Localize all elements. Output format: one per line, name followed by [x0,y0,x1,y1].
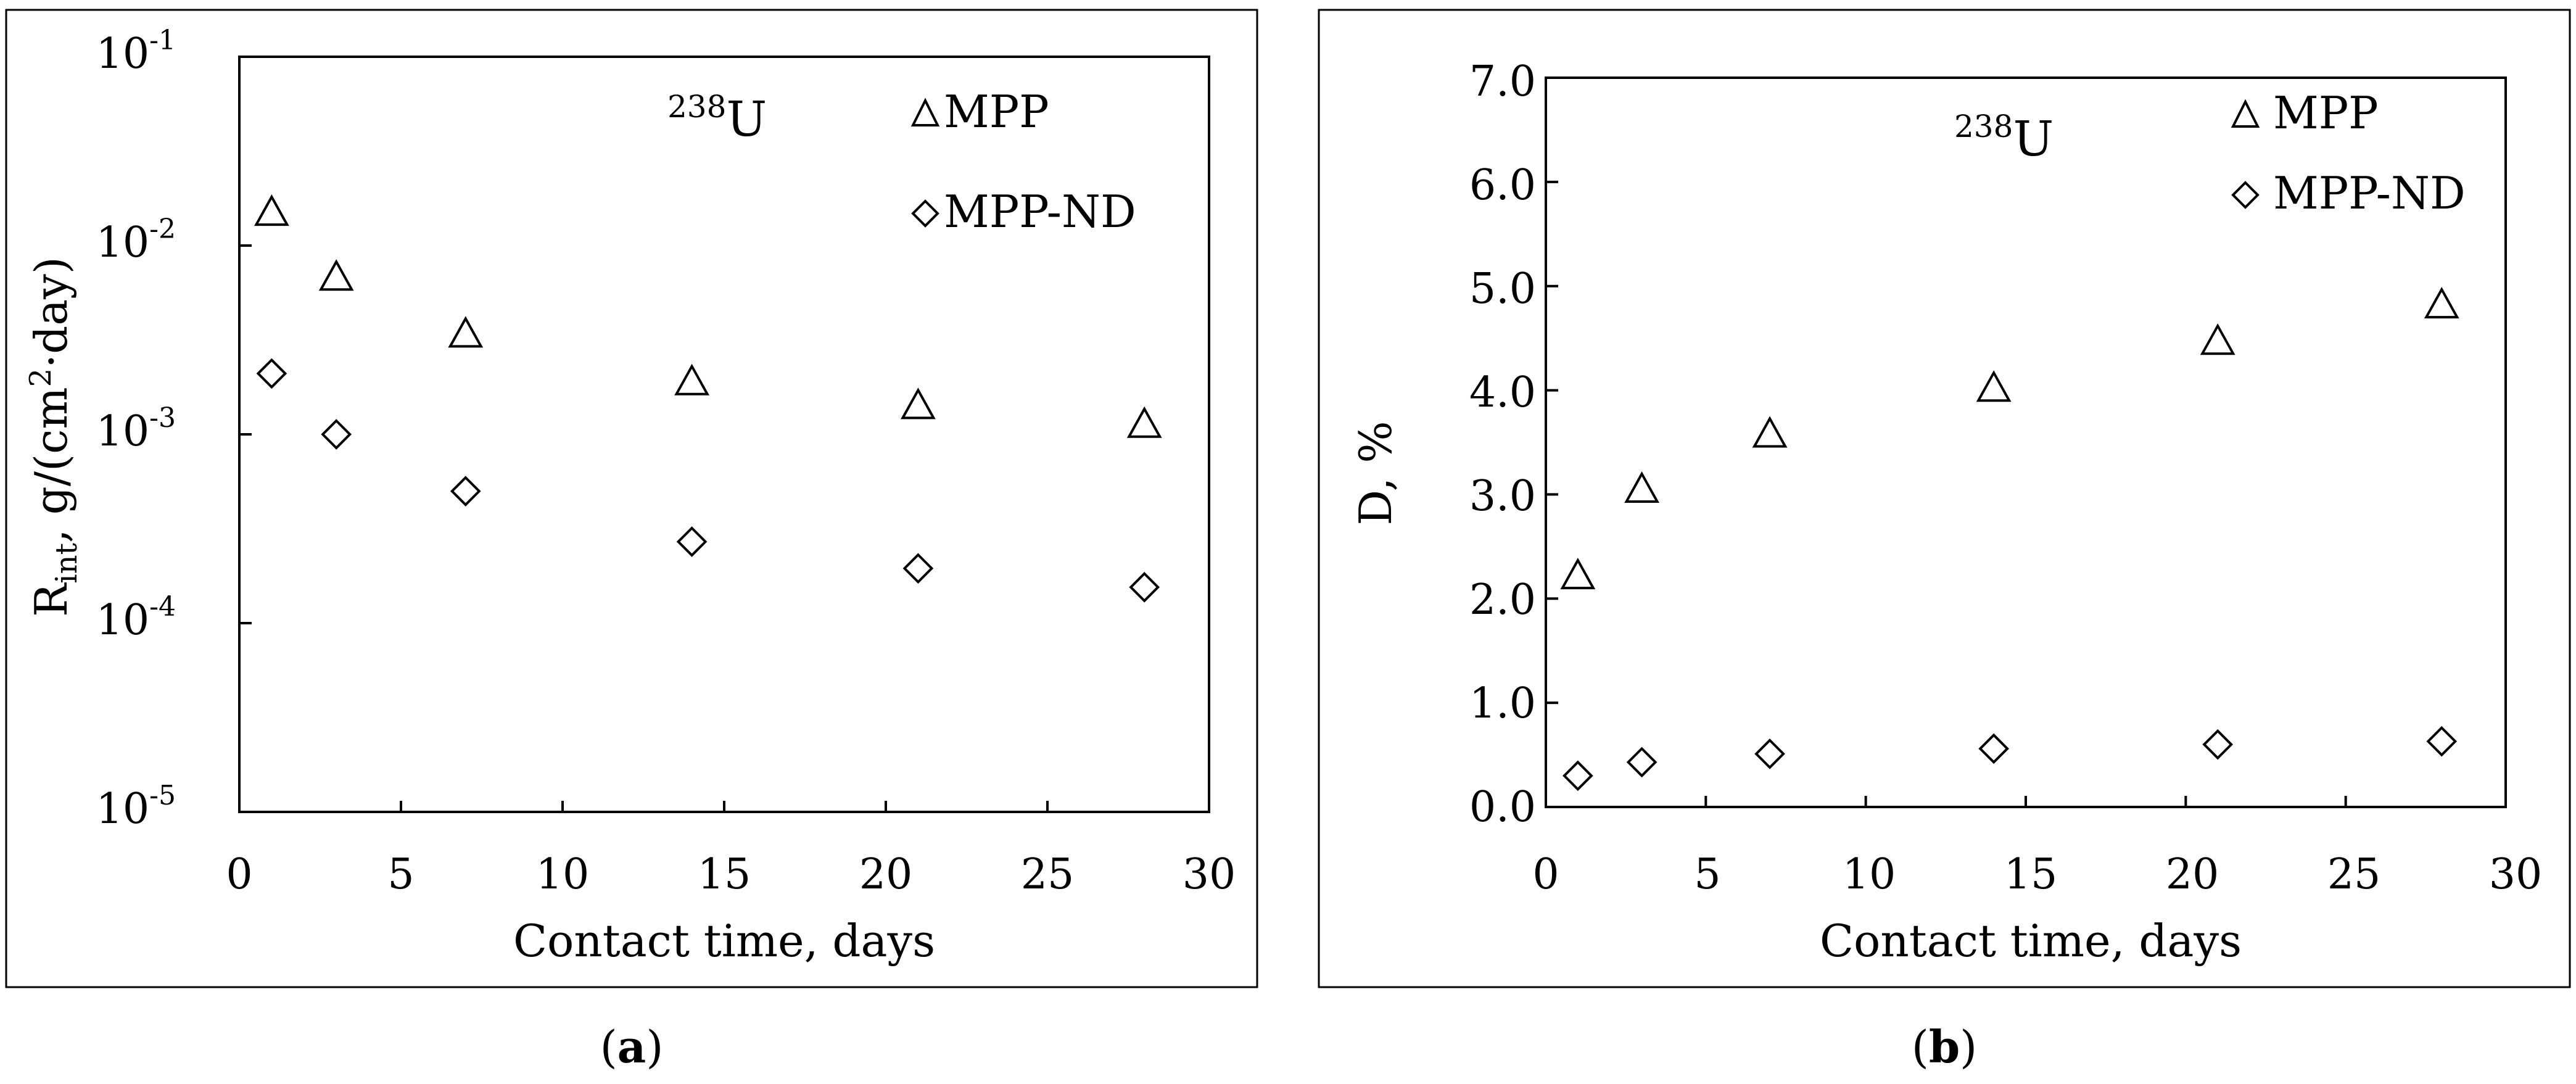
panel-b-triangle-marker [2200,323,2235,355]
panel-a-triangle-marker [254,194,289,226]
panel-a-ytick-label: 10-5 [96,780,176,834]
panel-b-xtick-label: 5 [1694,850,1720,899]
panel-a-triangle-marker [318,259,354,291]
panel-a-legend-label: MPP [944,86,1049,138]
panel-b-ytick-label: 2.0 [1469,576,1536,624]
panel-a-ytick-label: 10-1 [96,25,176,78]
panel-b-ytick-label: 5.0 [1469,265,1536,313]
panel-a-diamond-marker [450,476,481,507]
panel-b-ytick-label: 3.0 [1469,472,1536,521]
panel-a-triangle-marker [448,316,484,348]
panel-a-y-axis-label: Rint, g/(cm2·day) [23,257,84,617]
panel-b-legend-label: MPP [2273,87,2379,139]
panel-a-caption: (a) [600,1020,664,1073]
panel-a: 10-1 10-2 10-3 10-4 10-5 0 5 10 15 20 25… [5,9,1258,1073]
panel-b-diamond-marker [1626,747,1657,778]
panel-b-legend: MPP MPP-ND [2231,87,2466,219]
panel-a-legend-triangle-icon [910,97,940,126]
panel-a-legend: MPP MPP-ND [910,86,1136,238]
panel-a-legend-diamond-icon [911,199,939,228]
panel-b-markers [1560,286,2459,792]
panel-b-ytick-label: 1.0 [1469,679,1536,728]
panel-b-xtick-label: 0 [1532,850,1559,899]
panel-a-xtick-label: 30 [1183,850,1236,899]
panel-a-ytick-label: 10-2 [96,213,176,267]
panel-a-xtick-label: 20 [859,850,913,899]
panel-b-isotope-label: 238U [1954,109,2054,167]
panel-b-ytick-label: 0.0 [1469,783,1536,832]
panel-b-ytick-label: 7.0 [1469,57,1536,106]
panel-a-diamond-marker [902,553,934,584]
panel-a-xtick-label: 0 [226,850,252,899]
panel-b-xtick-label: 30 [2489,850,2543,899]
panel-a-xtick-label: 15 [698,850,751,899]
panel-a-legend-label: MPP-ND [944,186,1136,238]
panel-a-frame [5,9,1258,988]
panel-a-xtick-label: 10 [536,850,590,899]
panel-a-xtick-label: 5 [387,850,414,899]
panel-a-triangle-marker [1126,406,1162,438]
panel-b-diamond-marker [2202,729,2234,760]
panel-b-legend-label: MPP-ND [2273,167,2466,219]
panel-a-ytick-label: 10-4 [96,591,176,645]
panel-a-triangle-marker [901,387,936,420]
panel-b-legend-triangle-icon [2231,99,2260,128]
panel-b-ytick-label: 6.0 [1469,161,1536,210]
panel-b-xtick-label: 20 [2166,850,2219,899]
panel-b-x-axis-label: Contact time, days [1820,915,2242,967]
panel-a-ytick-label: 10-3 [96,402,176,456]
panel-b-legend-diamond-icon [2231,181,2260,209]
panel-b-diamond-marker [1978,733,2009,764]
panel-a-markers [254,194,1162,603]
panel-b-caption: (b) [1912,1020,1978,1073]
panel-a-x-axis-label: Contact time, days [513,915,935,967]
panel-b: 0.0 1.0 2.0 3.0 4.0 5.0 6.0 7.0 0 5 10 1… [1318,9,2571,1073]
panel-b-ytick-label: 4.0 [1469,368,1536,417]
panel-a-xtick-label: 25 [1021,850,1075,899]
panel-b-xtick-label: 15 [2004,850,2058,899]
panel-a-diamond-marker [321,419,352,450]
panel-b-xtick-label: 10 [1843,850,1896,899]
panel-b-frame [1318,9,2571,988]
panel-b-diamond-marker [2426,726,2458,757]
panel-b-triangle-marker [1560,558,1596,590]
panel-b-triangle-marker [1624,471,1659,503]
panel-a-diamond-marker [1129,571,1160,603]
panel-a-plot-area [238,56,1210,813]
panel-b-y-axis-label: D, % [1350,421,1402,525]
panel-a-isotope-label: 238U [667,89,767,147]
panel-b-diamond-marker [1754,739,1785,769]
panel-b-axes [1545,77,2507,808]
panel-a-triangle-marker [674,363,709,395]
panel-b-diamond-marker [1563,760,1593,792]
panel-b-triangle-marker [2424,286,2459,319]
panel-b-triangle-marker [1976,370,2012,402]
panel-a-diamond-marker [256,358,287,389]
panel-b-triangle-marker [1752,416,1788,448]
panel-a-axes [238,56,1210,813]
panel-b-xtick-label: 25 [2327,850,2381,899]
panel-a-diamond-marker [676,526,708,557]
